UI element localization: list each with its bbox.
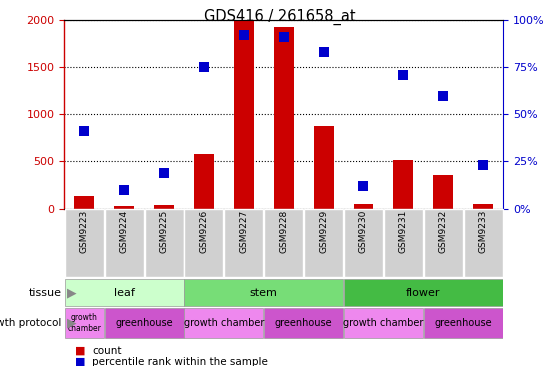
Bar [394,160,413,209]
Text: greenhouse: greenhouse [275,318,333,328]
Text: GSM9224: GSM9224 [120,210,129,253]
Text: greenhouse: greenhouse [434,318,492,328]
Bar [234,20,254,209]
Bar [274,27,293,209]
FancyBboxPatch shape [304,209,343,277]
FancyBboxPatch shape [224,209,263,277]
FancyBboxPatch shape [145,209,183,277]
FancyBboxPatch shape [264,309,343,337]
Bar [473,204,493,209]
Text: GSM9233: GSM9233 [479,210,487,253]
FancyBboxPatch shape [424,309,503,337]
Text: ▶: ▶ [67,317,77,329]
Text: growth protocol: growth protocol [0,318,61,328]
Text: GDS416 / 261658_at: GDS416 / 261658_at [203,9,356,25]
Text: GSM9229: GSM9229 [319,210,328,253]
Text: percentile rank within the sample: percentile rank within the sample [92,356,268,366]
Bar [314,126,334,209]
FancyBboxPatch shape [384,209,423,277]
Text: GSM9226: GSM9226 [200,210,209,253]
FancyBboxPatch shape [184,209,224,277]
FancyBboxPatch shape [424,209,463,277]
FancyBboxPatch shape [184,309,263,337]
Text: count: count [92,346,122,356]
Text: growth
chamber: growth chamber [67,313,101,333]
Text: GSM9230: GSM9230 [359,210,368,253]
Text: tissue: tissue [29,288,61,298]
FancyBboxPatch shape [65,209,104,277]
Text: flower: flower [406,288,440,298]
Text: GSM9231: GSM9231 [399,210,408,253]
Text: stem: stem [250,288,278,298]
FancyBboxPatch shape [105,309,183,337]
FancyBboxPatch shape [105,209,144,277]
Text: ■: ■ [75,346,86,356]
Text: greenhouse: greenhouse [115,318,173,328]
FancyBboxPatch shape [344,209,383,277]
Text: GSM9228: GSM9228 [279,210,288,253]
FancyBboxPatch shape [184,279,343,306]
Bar [433,175,453,209]
Bar [194,154,214,209]
FancyBboxPatch shape [344,279,503,306]
Text: GSM9223: GSM9223 [80,210,89,253]
Text: leaf: leaf [113,288,135,298]
Text: growth chamber: growth chamber [343,318,424,328]
FancyBboxPatch shape [463,209,503,277]
Text: GSM9227: GSM9227 [239,210,248,253]
FancyBboxPatch shape [65,309,104,337]
Text: ▶: ▶ [67,286,77,299]
Bar [114,206,134,209]
FancyBboxPatch shape [344,309,423,337]
Bar [353,204,373,209]
FancyBboxPatch shape [264,209,303,277]
Bar [74,197,94,209]
Text: growth chamber: growth chamber [184,318,264,328]
FancyBboxPatch shape [65,279,183,306]
Text: ■: ■ [75,356,86,366]
Text: GSM9225: GSM9225 [159,210,168,253]
Bar [154,205,174,209]
Text: GSM9232: GSM9232 [439,210,448,253]
